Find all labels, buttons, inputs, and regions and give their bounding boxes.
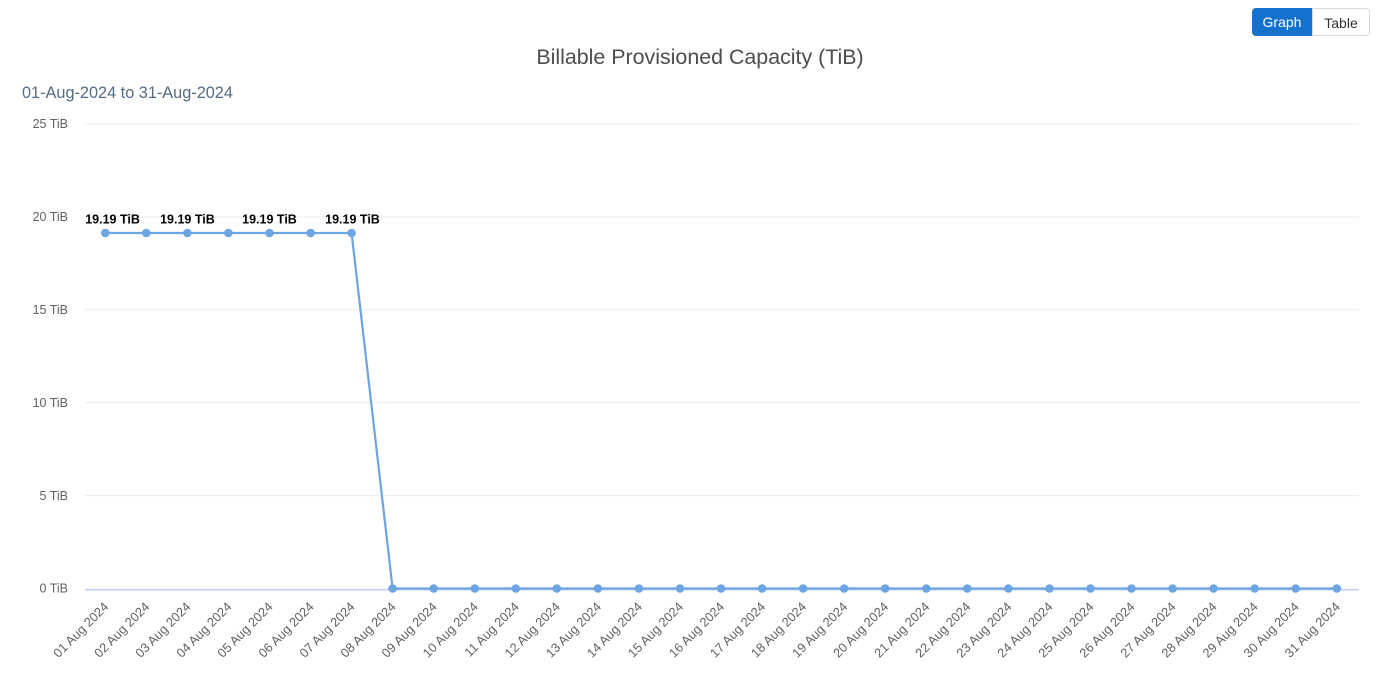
svg-text:19.19 TiB: 19.19 TiB	[160, 213, 215, 227]
svg-text:10 TiB: 10 TiB	[33, 396, 68, 410]
svg-text:0 TiB: 0 TiB	[40, 582, 69, 596]
svg-text:19.19 TiB: 19.19 TiB	[325, 213, 380, 227]
svg-text:19.19 TiB: 19.19 TiB	[85, 213, 140, 227]
svg-text:25 TiB: 25 TiB	[33, 117, 68, 131]
svg-text:5 TiB: 5 TiB	[40, 489, 69, 503]
svg-text:15 TiB: 15 TiB	[33, 303, 68, 317]
svg-text:20 TiB: 20 TiB	[33, 210, 68, 224]
svg-text:19.19 TiB: 19.19 TiB	[242, 213, 297, 227]
